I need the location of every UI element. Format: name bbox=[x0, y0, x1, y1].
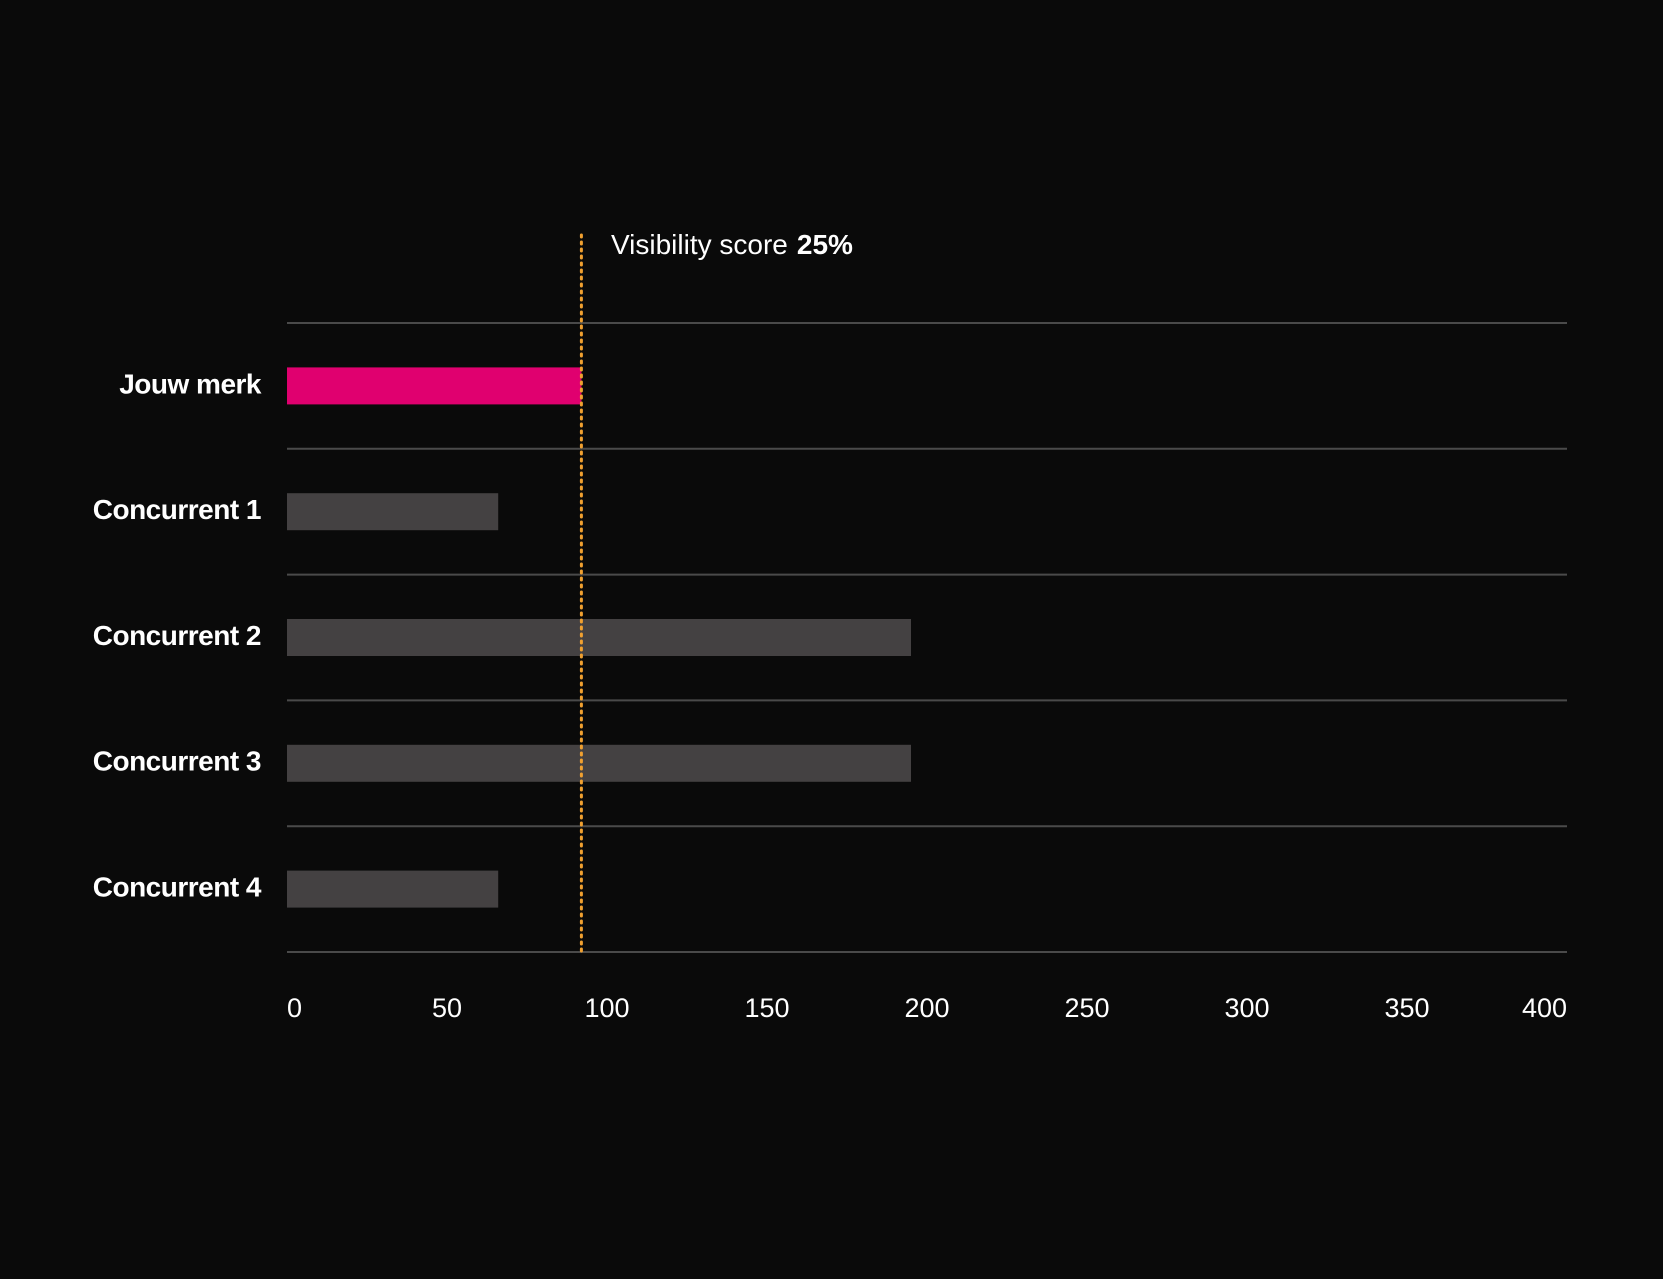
bar bbox=[287, 367, 582, 405]
x-tick-label: 50 bbox=[432, 993, 462, 1023]
x-tick-label: 0 bbox=[287, 993, 302, 1023]
x-tick-label: 300 bbox=[1224, 993, 1269, 1023]
category-label: Concurrent 2 bbox=[93, 620, 261, 651]
annotation-score: 25% bbox=[797, 229, 853, 260]
annotation: Visibility score 25% bbox=[611, 229, 853, 260]
x-tick-label: 400 bbox=[1522, 993, 1567, 1023]
x-tick-label: 350 bbox=[1384, 993, 1429, 1023]
x-tick-label: 200 bbox=[904, 993, 949, 1023]
bar bbox=[287, 619, 911, 656]
x-tick-label: 100 bbox=[584, 993, 629, 1023]
annotation-label: Visibility score bbox=[611, 229, 788, 260]
bar bbox=[287, 493, 499, 531]
category-label: Concurrent 3 bbox=[93, 746, 261, 777]
category-label: Concurrent 4 bbox=[93, 871, 262, 902]
x-tick-label: 250 bbox=[1064, 993, 1109, 1023]
category-label: Concurrent 1 bbox=[93, 494, 261, 525]
bar bbox=[287, 744, 911, 782]
x-tick-label: 150 bbox=[744, 993, 789, 1023]
category-label: Jouw merk bbox=[119, 368, 262, 399]
bar bbox=[287, 870, 499, 908]
